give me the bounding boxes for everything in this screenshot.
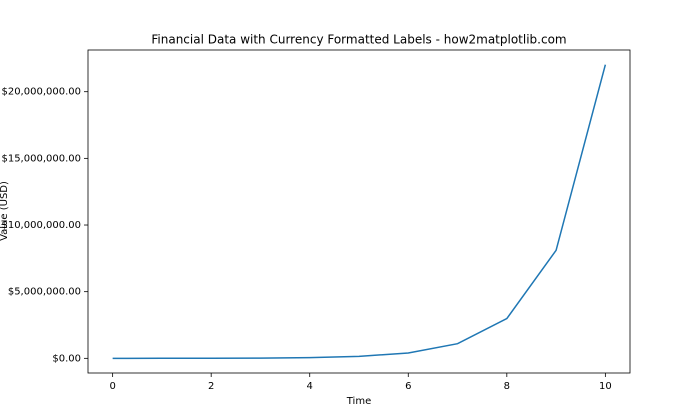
x-tick-label: 10 bbox=[599, 381, 612, 392]
y-tick-label: $20,000,000.00 bbox=[1, 87, 81, 98]
y-tick-label: $5,000,000.00 bbox=[8, 287, 81, 298]
x-tick-label: 0 bbox=[109, 381, 115, 392]
y-tick-label: $15,000,000.00 bbox=[1, 153, 81, 164]
chart-title: Financial Data with Currency Formatted L… bbox=[151, 33, 566, 47]
x-tick-label: 6 bbox=[405, 381, 411, 392]
x-tick-label: 8 bbox=[504, 381, 510, 392]
x-tick-label: 4 bbox=[307, 381, 313, 392]
y-axis-label: Value (USD) bbox=[0, 181, 10, 241]
y-tick-label: $0.00 bbox=[52, 353, 81, 364]
y-tick-label: $10,000,000.00 bbox=[1, 220, 81, 231]
x-axis-label: Time bbox=[346, 396, 371, 407]
plot-frame bbox=[87, 49, 631, 374]
line-series bbox=[112, 64, 607, 360]
x-tick-label: 2 bbox=[208, 381, 214, 392]
